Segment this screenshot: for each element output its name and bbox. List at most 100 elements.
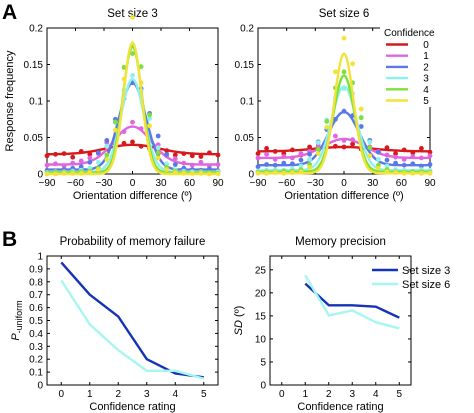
y-tick-label: 0 [37, 170, 43, 181]
y-tick-label: 0 [248, 170, 254, 181]
chart-probability-memory-failure: Probability of memory failure 0 1 2 3 4 5 0 0.1 0… [10, 236, 219, 413]
legend-entry: Set size 6 [402, 279, 450, 291]
x-tick-label: 5 [201, 389, 207, 400]
data-point-confidence-2 [172, 162, 178, 167]
data-point-confidence-5 [384, 169, 390, 175]
x-tick-label: 90 [424, 178, 436, 189]
data-point-confidence-0 [189, 153, 195, 159]
data-point-confidence-4 [147, 112, 153, 118]
x-tick-label: 1 [87, 389, 93, 400]
data-point-confidence-4 [315, 146, 321, 152]
data-point-confidence-1 [290, 155, 295, 161]
data-point-confidence-5 [307, 165, 312, 170]
y-tick-label: 5 [260, 357, 266, 368]
x-tick-label: 4 [373, 389, 379, 400]
data-point-confidence-2 [358, 124, 364, 129]
data-point-confidence-4 [341, 69, 347, 75]
y-axis-label: SD (º) [233, 306, 245, 336]
data-point-confidence-4 [358, 115, 364, 121]
data-point-confidence-5 [70, 170, 76, 176]
data-point-confidence-4 [113, 119, 118, 125]
data-point-confidence-4 [155, 150, 161, 156]
fit-curve-confidence-5 [258, 51, 430, 175]
legend-entry: 5 [423, 96, 429, 107]
data-point-confidence-5 [172, 170, 178, 175]
data-point-confidence-2 [255, 164, 261, 170]
y-tick-label: 0.2 [29, 24, 43, 35]
data-point-confidence-5 [78, 170, 84, 176]
legend-entry: 4 [423, 85, 429, 96]
data-point-confidence-4 [324, 119, 330, 124]
x-tick-label: 0 [279, 389, 285, 400]
x-tick-label: 5 [396, 389, 402, 400]
chart-memory-precision: Memory precision 0 1 2 3 4 5 0 5 10 15 20 25 Confiden… [233, 236, 450, 413]
data-point-confidence-3 [164, 161, 170, 167]
data-point-confidence-3 [298, 163, 304, 169]
fit-curve-confidence-4 [47, 44, 218, 174]
y-axis-label-main: P [10, 333, 22, 341]
data-point-confidence-2 [333, 116, 338, 122]
data-point-confidence-0 [401, 147, 407, 153]
data-point-confidence-1 [384, 152, 390, 158]
data-point-confidence-0 [410, 150, 416, 156]
x-tick-label: −30 [96, 178, 113, 189]
data-point-confidence-0 [44, 153, 50, 159]
data-point-confidence-2 [419, 163, 424, 169]
x-tick-label: −90 [39, 178, 56, 189]
data-point-confidence-1 [264, 151, 269, 157]
data-point-confidence-5 [138, 80, 144, 86]
data-point-confidence-5 [155, 155, 161, 161]
x-tick-label: 1 [302, 389, 308, 400]
data-point-confidence-5 [104, 157, 110, 162]
data-point-confidence-5 [189, 170, 195, 176]
data-point-confidence-0 [181, 151, 187, 157]
plot-frame [269, 255, 412, 386]
data-point-confidence-4 [367, 145, 373, 151]
plot-frame [46, 27, 219, 175]
y-axis-label-suffix: -uniform [14, 300, 24, 333]
data-point-confidence-5 [95, 167, 101, 173]
y-tick-label: 0.1 [29, 97, 43, 108]
data-point-confidence-5 [401, 170, 407, 176]
data-point-confidence-5 [393, 170, 398, 175]
data-point-confidence-0 [207, 150, 212, 156]
y-axis-label: P-uniform [10, 300, 24, 340]
x-tick-label: 60 [396, 178, 408, 189]
data-point-confidence-1 [70, 160, 76, 166]
data-point-confidence-1 [410, 154, 416, 159]
data-point-confidence-2 [307, 151, 312, 157]
data-point-confidence-5 [264, 170, 269, 176]
data-point-confidence-1 [350, 137, 355, 143]
x-tick-label: 0 [130, 178, 136, 189]
data-point-confidence-5 [410, 170, 416, 176]
data-point-confidence-2 [95, 150, 101, 156]
y-tick-label: 1 [37, 252, 43, 263]
data-point-confidence-5 [298, 169, 304, 175]
data-point-confidence-5 [53, 171, 58, 177]
data-point-confidence-4 [130, 51, 135, 56]
y-tick-label: 0.9 [29, 264, 43, 275]
x-tick-label: 3 [349, 389, 355, 400]
data-point-confidence-2 [384, 157, 390, 163]
data-point-confidence-1 [215, 162, 221, 167]
x-tick-label: −60 [278, 178, 295, 189]
data-point-confidence-3 [307, 157, 312, 162]
data-point-confidence-1 [121, 129, 127, 135]
data-point-confidence-0 [78, 149, 84, 154]
data-point-confidence-0 [255, 151, 261, 157]
chart-set-size-6: Set size 6−90 −60 −30 0 30 60 9000.050.10.150.… [235, 8, 438, 202]
data-point-confidence-1 [181, 160, 187, 166]
data-point-confidence-0 [264, 146, 269, 151]
y-tick-label: 0.4 [29, 329, 43, 340]
data-point-confidence-5 [427, 170, 433, 176]
y-tick-label: 0.8 [29, 277, 43, 288]
data-point-confidence-2 [376, 149, 381, 155]
legend-entry: 1 [423, 51, 429, 62]
y-tick-label: 0.05 [235, 133, 255, 144]
y-tick-label: 15 [255, 311, 267, 322]
data-point-confidence-5 [130, 14, 135, 20]
data-point-confidence-1 [272, 157, 278, 162]
x-axis-label: Orientation difference (º) [73, 190, 192, 202]
data-point-confidence-1 [61, 163, 67, 169]
y-axis-label-suffix: (º) [233, 306, 245, 320]
